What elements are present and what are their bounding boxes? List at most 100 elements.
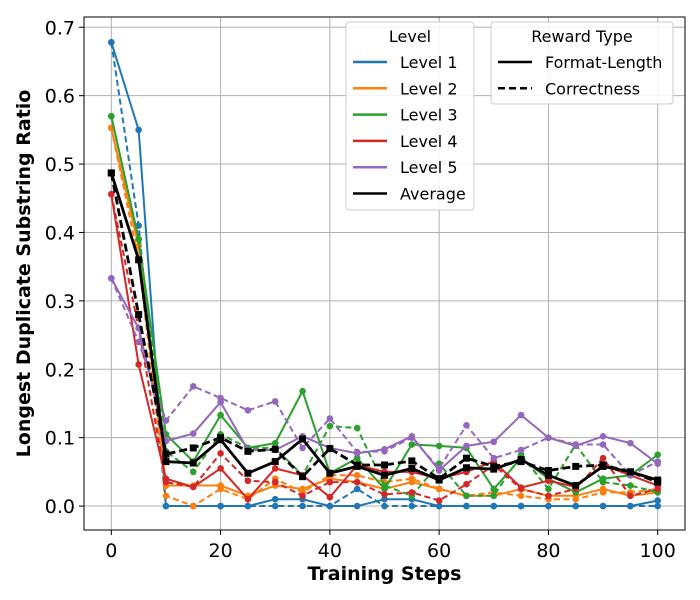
legend-label-format-length: Format-Length — [545, 53, 662, 72]
data-point — [381, 502, 388, 510]
x-tick-label: 40 — [318, 540, 342, 562]
data-point — [435, 475, 443, 483]
data-point — [654, 497, 661, 504]
data-point — [217, 485, 224, 493]
data-point — [244, 495, 252, 503]
x-tick-label: 20 — [208, 540, 232, 562]
data-point — [408, 434, 416, 441]
data-point — [108, 190, 115, 198]
data-point — [572, 482, 580, 490]
series-line-average-correctness — [109, 172, 659, 484]
data-point — [299, 435, 307, 443]
data-point — [217, 502, 224, 510]
data-point — [545, 492, 552, 500]
data-point — [299, 387, 306, 395]
legend-level: Level Level 1 Level 2 Level 3 Level 4 Level … — [345, 21, 475, 211]
data-point — [326, 493, 334, 501]
axis-ticks: 0 20 40 60 80 100 0.0 0.1 0.2 0.3 0.4 0.5 0.6 0.7 — [45, 17, 676, 562]
data-point — [353, 454, 361, 462]
data-point — [135, 256, 143, 264]
data-point — [599, 454, 607, 462]
series-line-level-3-correctness — [110, 115, 658, 497]
data-point — [353, 461, 361, 469]
data-point — [271, 502, 279, 510]
series-level-4-format-length — [108, 190, 661, 503]
data-point — [353, 502, 361, 510]
legend-reward: Reward Type Format-Length Correctness — [490, 21, 674, 105]
data-point — [463, 502, 470, 510]
data-point — [599, 461, 607, 469]
data-point — [108, 112, 115, 120]
data-point — [517, 492, 525, 500]
y-tick-label: 0.2 — [45, 359, 75, 381]
data-point — [135, 126, 142, 134]
data-point — [544, 466, 552, 474]
data-point — [107, 169, 115, 177]
data-point — [544, 471, 552, 479]
data-point — [326, 502, 334, 510]
y-tick-label: 0.4 — [45, 222, 75, 244]
data-point — [353, 448, 361, 456]
data-point — [162, 450, 170, 458]
data-point — [462, 454, 470, 462]
data-point — [162, 417, 170, 424]
data-point — [435, 497, 443, 504]
data-point — [189, 483, 197, 491]
legend-label-correctness: Correctness — [545, 79, 640, 98]
data-point — [599, 489, 607, 496]
data-point — [189, 502, 197, 510]
y-tick-label: 0.6 — [45, 86, 75, 108]
data-point — [217, 394, 224, 402]
data-point — [353, 424, 361, 432]
legend-reward-title: Reward Type — [531, 27, 632, 46]
data-point — [271, 465, 279, 472]
data-point — [271, 445, 279, 453]
data-point — [517, 411, 525, 419]
data-point — [244, 502, 252, 510]
data-point — [244, 477, 252, 485]
data-point — [463, 442, 470, 450]
data-point — [135, 236, 142, 243]
data-point — [626, 468, 634, 476]
series-line-average-format-length — [109, 172, 659, 487]
data-point — [381, 471, 388, 479]
legend-reward-box — [490, 21, 674, 105]
data-point — [271, 398, 279, 405]
data-point — [572, 441, 580, 448]
series-average-format-length — [107, 169, 662, 490]
data-point — [517, 446, 525, 454]
series-level-1-correctness — [108, 39, 661, 510]
legend-label-level-2: Level 2 — [400, 79, 458, 98]
data-point — [490, 454, 498, 462]
data-point — [490, 438, 498, 446]
y-tick-label: 0.1 — [45, 428, 75, 450]
data-point — [381, 461, 388, 469]
x-axis-label: Training Steps — [308, 563, 462, 585]
legend-entry-average: Average — [353, 185, 466, 204]
data-point — [627, 439, 634, 447]
data-point — [408, 502, 416, 510]
data-point — [271, 495, 279, 503]
data-point — [517, 502, 525, 510]
data-point — [135, 361, 142, 368]
data-point — [189, 459, 197, 467]
data-point — [627, 492, 634, 500]
data-point — [326, 478, 334, 486]
y-axis-label: Longest Duplicate Substring Ratio — [13, 90, 35, 458]
data-point — [490, 485, 498, 493]
data-point — [217, 411, 224, 419]
x-tick-label: 100 — [640, 540, 676, 562]
data-point — [244, 407, 252, 414]
data-point — [271, 458, 279, 466]
data-point — [599, 502, 607, 510]
data-point — [217, 450, 224, 457]
legend-level-box — [345, 21, 475, 211]
legend-entry-level-4: Level 4 — [353, 132, 458, 151]
data-point — [517, 458, 525, 466]
x-tick-label: 80 — [536, 540, 560, 562]
data-point — [545, 477, 552, 485]
data-point — [271, 439, 279, 447]
data-point — [463, 492, 470, 500]
data-point — [135, 311, 143, 319]
data-point — [545, 434, 552, 441]
